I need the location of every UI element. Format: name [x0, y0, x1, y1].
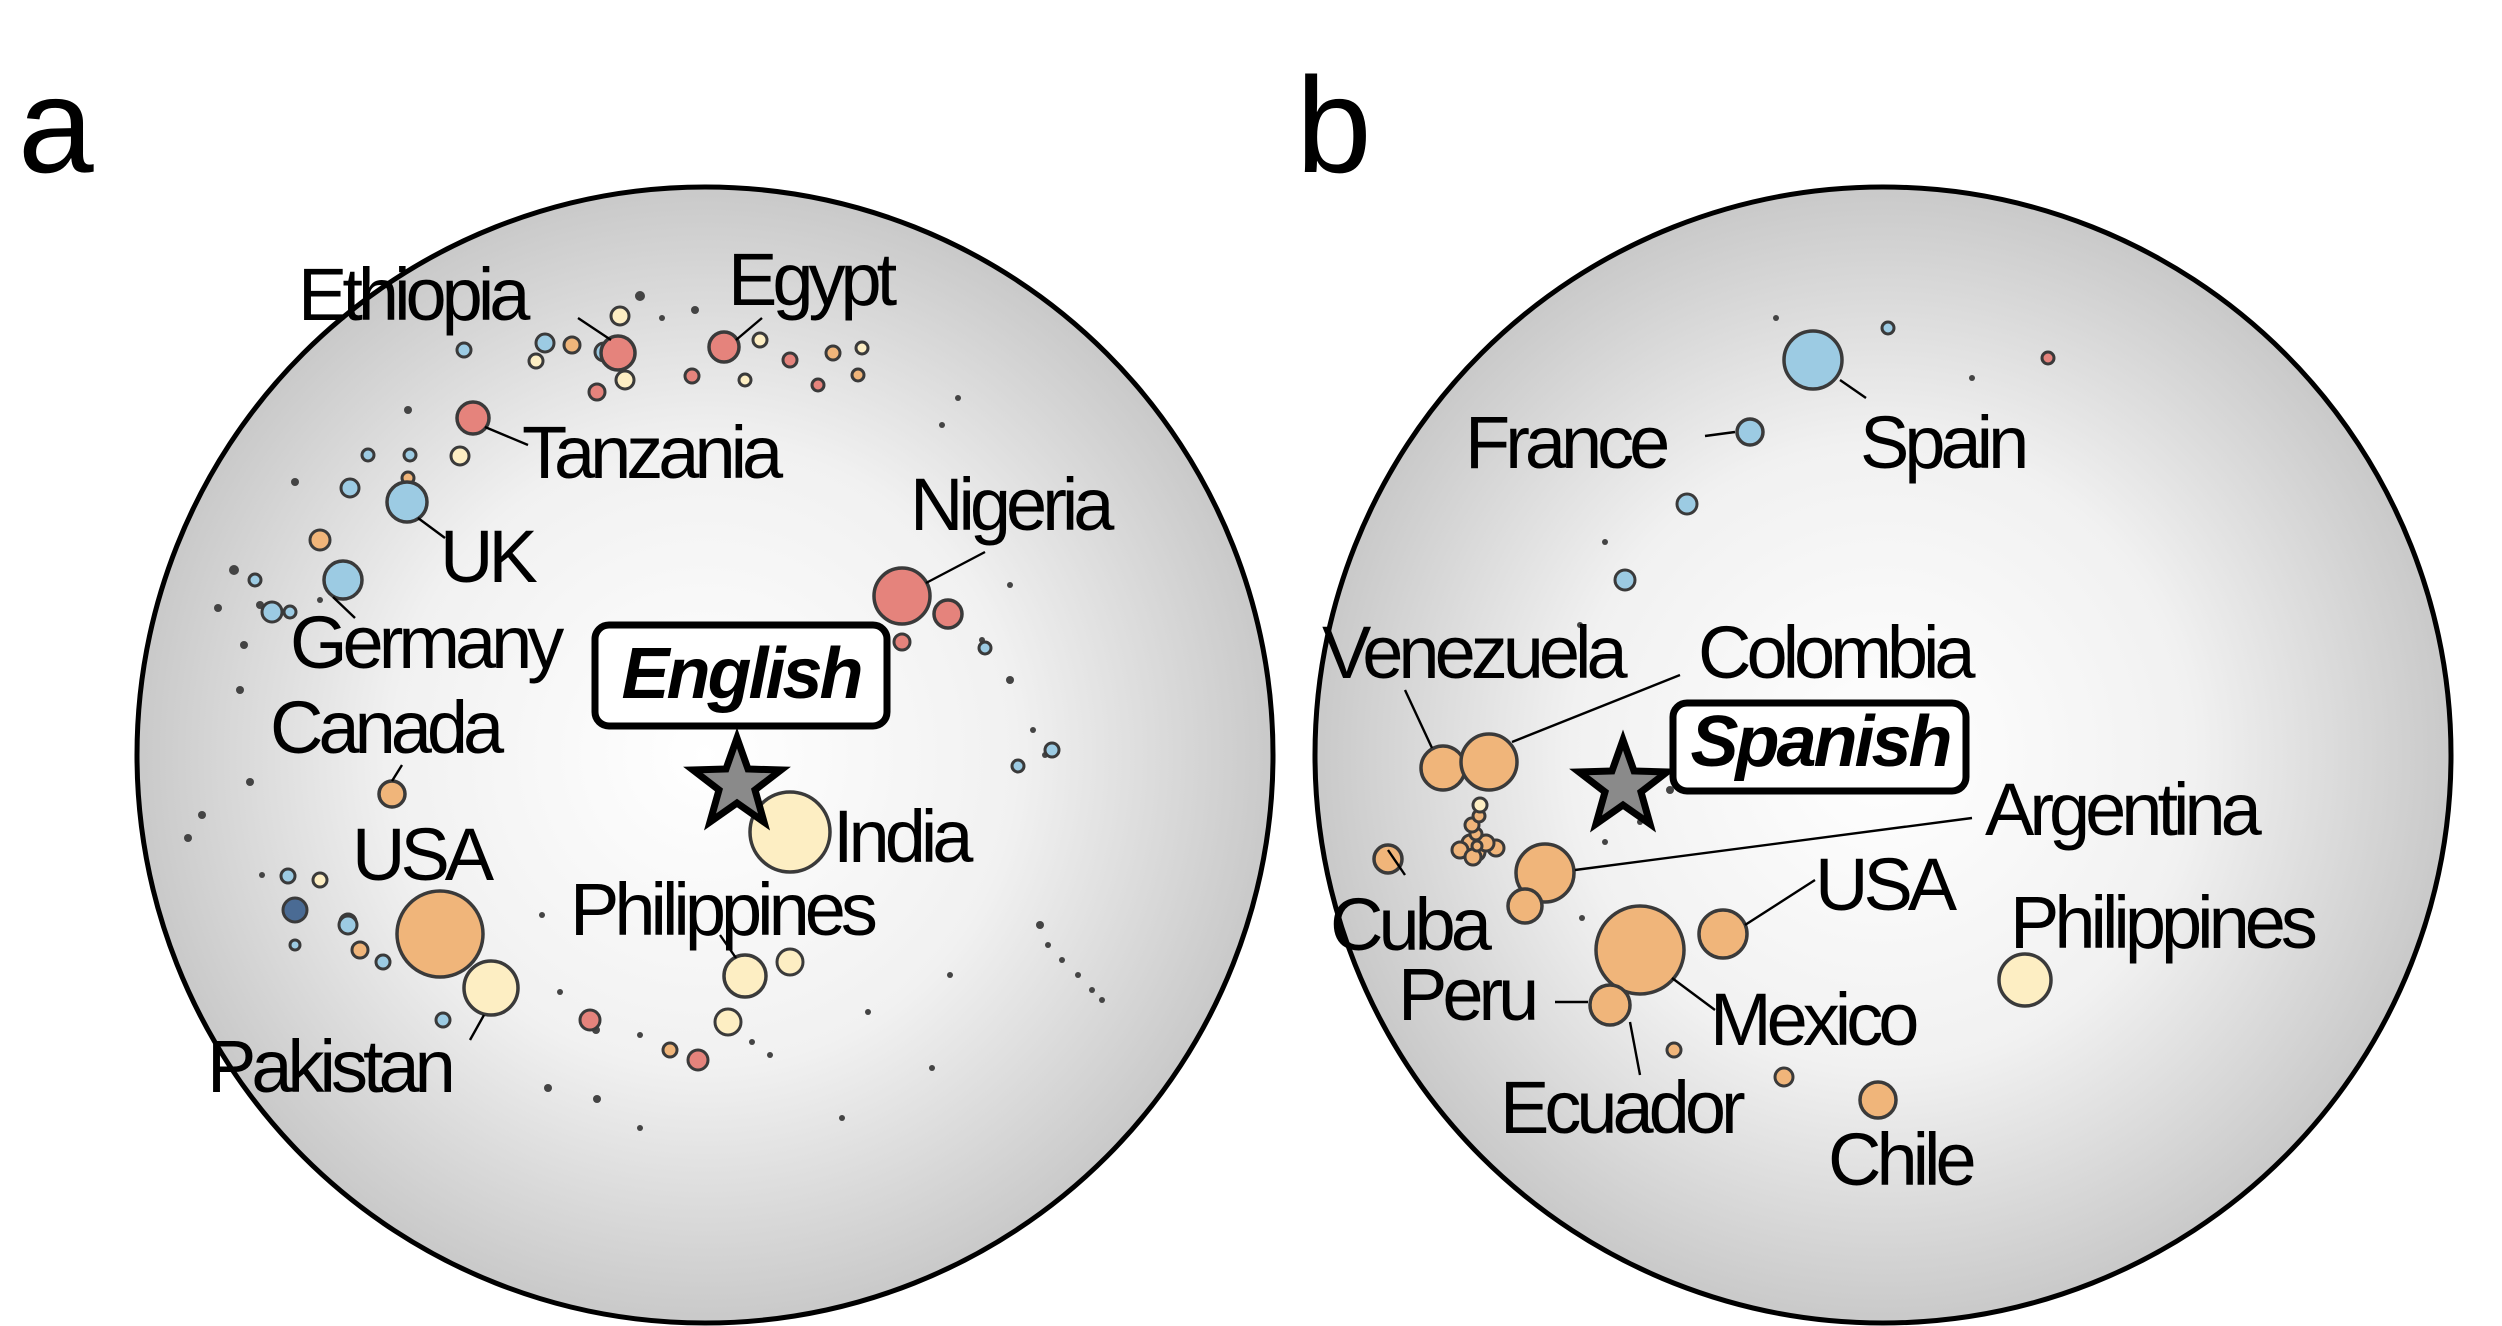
country-label: USA: [1815, 843, 1958, 926]
country-labels-a: Ethiopia Egypt Tanzania Nigeria UK Germa…: [207, 238, 1120, 1108]
country-label: Chile: [1828, 1118, 1973, 1201]
major-bubbles-a: [322, 330, 964, 1017]
bubble-chile: [1858, 1080, 1898, 1120]
disk-a: [134, 184, 1276, 1326]
country-label: France: [1465, 401, 1667, 484]
country-label: UK: [440, 515, 537, 598]
bubble-nigeria: [872, 566, 932, 626]
bubble-nigeria-2: [932, 598, 964, 630]
panel-letter-a: a: [18, 49, 94, 201]
country-label: Peru: [1398, 953, 1535, 1036]
country-label: India: [833, 795, 974, 878]
bubble-usa: [395, 889, 485, 979]
country-label: Venezuela: [1322, 611, 1628, 694]
major-bubbles-b: [1372, 329, 2053, 1120]
country-label: Pakistan: [207, 1025, 452, 1108]
bubble-argentina: [1514, 842, 1576, 904]
country-label: Ethiopia: [298, 253, 531, 336]
language-label-b: Spanish: [1690, 702, 1949, 782]
bubble-spain: [1782, 329, 1844, 391]
bubble-pakistan: [462, 959, 520, 1017]
bubble-india: [748, 790, 832, 874]
country-label: Philippines: [570, 868, 876, 951]
country-label: Argentina: [1985, 768, 2263, 851]
bubble-mexico: [1594, 904, 1686, 996]
panel-b: b: [1296, 49, 2454, 1326]
bubble-colombia: [1459, 732, 1519, 792]
language-box-b: [1669, 699, 1970, 795]
language-box-a: [591, 621, 891, 730]
bubble-philippines: [722, 953, 768, 999]
bubble-tanzania: [455, 400, 491, 436]
panel-a: a: [18, 49, 1276, 1326]
country-label: Colombia: [1698, 611, 1976, 694]
language-label-a: English: [621, 634, 860, 714]
country-label: Ecuador: [1500, 1066, 1745, 1149]
country-label: Spain: [1860, 401, 2025, 484]
bubble-egypt: [707, 330, 741, 364]
leader-lines-a: [332, 317, 986, 1041]
bubble-venezuela: [1419, 744, 1467, 792]
country-label: Philippines: [2010, 881, 2316, 964]
bubble-canada: [377, 779, 407, 809]
country-label: Mexico: [1710, 978, 1917, 1061]
star-icon: [683, 727, 791, 831]
country-label: Nigeria: [910, 463, 1115, 546]
country-label: Tanzania: [522, 411, 784, 494]
bubble-uk: [385, 480, 429, 524]
leader-lines-b: [1387, 379, 1973, 1076]
star-icon: [1569, 729, 1677, 833]
country-label: Cuba: [1330, 883, 1493, 966]
bubble-france: [1735, 417, 1765, 447]
country-label: Egypt: [728, 238, 898, 321]
minor-bubbles-a: [247, 305, 1061, 1072]
bubble-cuba: [1506, 887, 1544, 925]
bubble-philippines-b: [1997, 952, 2053, 1008]
bubble-cuba-2: [1372, 843, 1404, 875]
country-label: Germany: [290, 601, 564, 684]
country-label: USA: [352, 813, 495, 896]
country-label: Canada: [270, 686, 505, 769]
panel-letter-b: b: [1296, 49, 1372, 201]
bubble-peru: [1588, 983, 1632, 1027]
bubble-ethiopia: [599, 334, 637, 372]
bubble-usa-b: [1697, 908, 1749, 960]
country-labels-b: France Spain Venezuela Colombia Argentin…: [1322, 401, 2321, 1201]
bubble-germany: [322, 559, 364, 601]
minor-points-a: [184, 291, 1105, 1131]
